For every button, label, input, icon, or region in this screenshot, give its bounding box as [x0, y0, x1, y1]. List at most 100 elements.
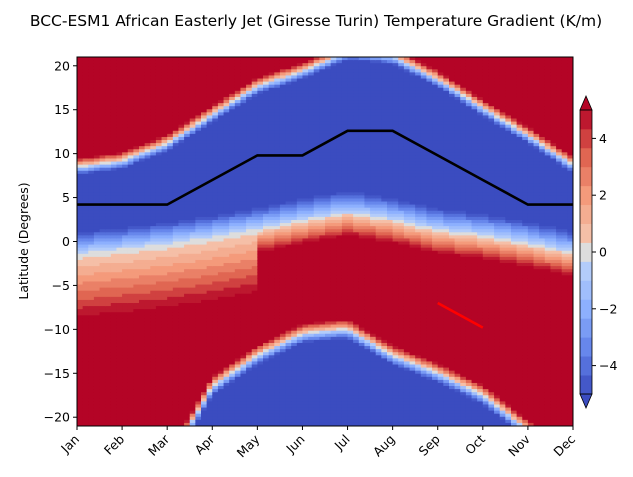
heatmap-cell: [223, 176, 230, 181]
heatmap-cell: [257, 303, 264, 307]
heatmap-cell: [296, 210, 304, 215]
heatmap-cell: [274, 247, 281, 252]
heatmap-cell: [77, 146, 84, 150]
heatmap-cell: [279, 189, 287, 193]
heatmap-cell: [195, 229, 202, 233]
heatmap-cell: [139, 146, 146, 150]
heatmap-cell: [263, 66, 270, 70]
heatmap-cell: [246, 210, 253, 215]
heatmap-cell: [217, 275, 225, 280]
heatmap-cell: [184, 315, 191, 319]
heatmap-cell: [217, 216, 225, 221]
heatmap-cell: [285, 143, 292, 147]
heatmap-cell: [302, 96, 309, 101]
heatmap-cell: [296, 170, 304, 175]
heatmap-cell: [291, 127, 298, 132]
heatmap-cell: [184, 127, 191, 132]
heatmap-cell: [189, 176, 196, 181]
heatmap-cell: [291, 81, 298, 86]
heatmap-cell: [99, 241, 106, 246]
heatmap-cell: [279, 398, 287, 403]
heatmap-cell: [285, 210, 292, 215]
heatmap-cell: [234, 321, 242, 326]
heatmap-cell: [172, 155, 180, 160]
heatmap-cell: [223, 161, 230, 166]
heatmap-cell: [251, 93, 258, 98]
heatmap-cell: [178, 133, 185, 138]
heatmap-cell: [201, 299, 208, 304]
heatmap-cell: [184, 382, 191, 387]
heatmap-cell: [296, 339, 304, 344]
heatmap-cell: [251, 100, 258, 104]
heatmap-cell: [268, 342, 275, 347]
heatmap-cell: [116, 232, 123, 236]
heatmap-cell: [110, 339, 118, 344]
heatmap-cell: [223, 250, 230, 255]
heatmap-cell: [212, 103, 219, 107]
heatmap-cell: [195, 118, 202, 123]
heatmap-cell: [178, 60, 185, 64]
heatmap-cell: [217, 161, 225, 166]
heatmap-cell: [144, 247, 151, 252]
heatmap-cell: [274, 143, 281, 147]
heatmap-cell: [201, 100, 208, 104]
heatmap-cell: [217, 312, 225, 316]
heatmap-cell: [99, 152, 106, 156]
heatmap-cell: [223, 173, 230, 178]
heatmap-cell: [172, 376, 180, 381]
heatmap-cell: [285, 376, 292, 381]
heatmap-cell: [172, 69, 180, 73]
heatmap-cell: [195, 204, 202, 209]
heatmap-cell: [139, 87, 146, 92]
heatmap-cell: [246, 136, 253, 141]
heatmap-cell: [133, 152, 140, 156]
heatmap-cell: [302, 158, 309, 163]
heatmap-cell: [302, 173, 309, 178]
heatmap-cell: [263, 376, 270, 381]
heatmap-cell: [155, 315, 163, 319]
heatmap-cell: [161, 75, 168, 80]
heatmap-cell: [223, 247, 230, 252]
heatmap-cell: [155, 192, 163, 196]
heatmap-cell: [234, 66, 242, 70]
heatmap-cell: [77, 109, 84, 113]
heatmap-cell: [257, 352, 264, 356]
heatmap-cell: [161, 103, 168, 107]
heatmap-cell: [257, 361, 264, 366]
heatmap-cell: [302, 189, 309, 193]
heatmap-cell: [172, 361, 180, 366]
heatmap-cell: [127, 84, 134, 89]
heatmap-cell: [167, 103, 174, 107]
heatmap-cell: [77, 256, 84, 261]
heatmap-cell: [296, 318, 304, 323]
heatmap-cell: [234, 413, 242, 418]
heatmap-cell: [274, 167, 281, 172]
heatmap-cell: [144, 299, 151, 304]
heatmap-cell: [105, 339, 112, 344]
heatmap-cell: [105, 367, 112, 372]
heatmap-cell: [184, 226, 191, 230]
heatmap-cell: [116, 146, 123, 150]
heatmap-cell: [99, 149, 106, 153]
heatmap-cell: [246, 370, 253, 375]
heatmap-cell: [257, 127, 264, 132]
heatmap-cell: [223, 244, 230, 249]
heatmap-cell: [229, 60, 236, 64]
heatmap-cell: [116, 90, 123, 95]
heatmap-cell: [285, 84, 292, 89]
heatmap-cell: [291, 306, 298, 310]
heatmap-cell: [251, 370, 258, 375]
heatmap-cell: [133, 278, 140, 283]
heatmap-cell: [246, 382, 253, 387]
heatmap-cell: [279, 339, 287, 344]
heatmap-cell: [167, 183, 174, 187]
heatmap-cell: [122, 355, 129, 359]
heatmap-cell: [291, 253, 298, 258]
heatmap-cell: [139, 140, 146, 144]
heatmap-cell: [229, 72, 236, 77]
heatmap-cell: [110, 296, 118, 301]
heatmap-cell: [161, 290, 168, 295]
heatmap-cell: [144, 364, 151, 369]
heatmap-cell: [223, 204, 230, 209]
heatmap-cell: [99, 189, 106, 193]
